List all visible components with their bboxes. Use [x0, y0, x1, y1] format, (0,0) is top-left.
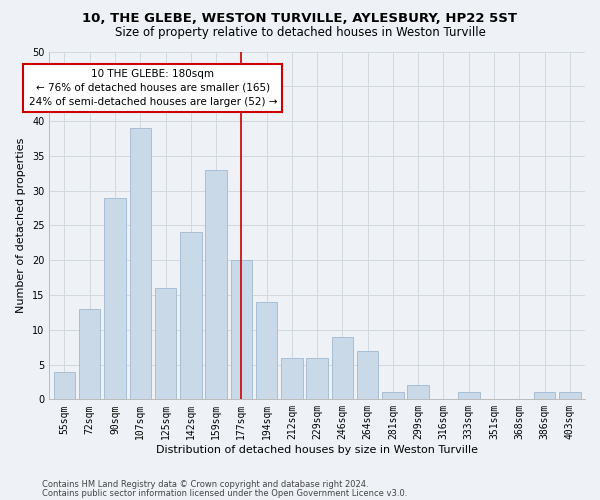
Bar: [230, 260, 252, 400]
Bar: [79, 309, 100, 400]
X-axis label: Distribution of detached houses by size in Weston Turville: Distribution of detached houses by size …: [156, 445, 478, 455]
Bar: [180, 232, 202, 400]
Text: 10, THE GLEBE, WESTON TURVILLE, AYLESBURY, HP22 5ST: 10, THE GLEBE, WESTON TURVILLE, AYLESBUR…: [83, 12, 517, 26]
Text: 10 THE GLEBE: 180sqm
← 76% of detached houses are smaller (165)
24% of semi-deta: 10 THE GLEBE: 180sqm ← 76% of detached h…: [29, 69, 277, 107]
Text: Contains HM Land Registry data © Crown copyright and database right 2024.: Contains HM Land Registry data © Crown c…: [42, 480, 368, 489]
Bar: [307, 358, 328, 400]
Bar: [54, 372, 75, 400]
Y-axis label: Number of detached properties: Number of detached properties: [16, 138, 26, 313]
Bar: [130, 128, 151, 400]
Text: Size of property relative to detached houses in Weston Turville: Size of property relative to detached ho…: [115, 26, 485, 39]
Bar: [458, 392, 479, 400]
Bar: [205, 170, 227, 400]
Bar: [155, 288, 176, 400]
Bar: [407, 386, 429, 400]
Bar: [559, 392, 581, 400]
Bar: [281, 358, 302, 400]
Bar: [534, 392, 556, 400]
Bar: [104, 198, 126, 400]
Bar: [256, 302, 277, 400]
Bar: [332, 336, 353, 400]
Bar: [357, 350, 379, 400]
Bar: [382, 392, 404, 400]
Text: Contains public sector information licensed under the Open Government Licence v3: Contains public sector information licen…: [42, 489, 407, 498]
